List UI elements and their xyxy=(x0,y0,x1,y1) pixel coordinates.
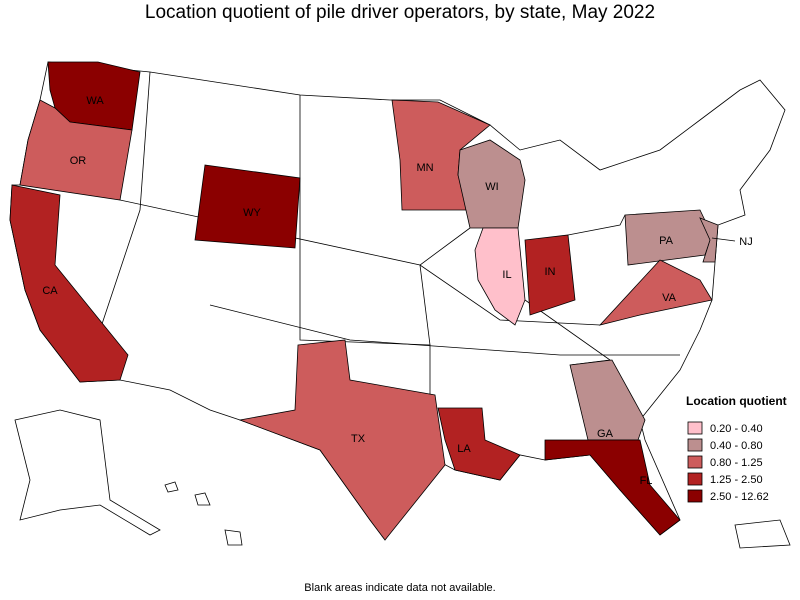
legend-label: 2.50 - 12.62 xyxy=(710,491,769,503)
legend-label: 1.25 - 2.50 xyxy=(710,474,763,486)
legend-swatch xyxy=(687,472,703,486)
colored-states xyxy=(9,61,719,541)
state-label: WY xyxy=(243,207,261,219)
legend-title: Location quotient xyxy=(686,394,787,408)
legend-label: 0.80 - 1.25 xyxy=(710,457,763,469)
state-label: FL xyxy=(640,475,653,487)
legend-swatch xyxy=(687,489,703,503)
state-shape xyxy=(19,99,133,201)
state-label: WI xyxy=(485,181,498,193)
state-shape xyxy=(457,139,526,229)
legend-label: 0.20 - 0.40 xyxy=(710,423,763,435)
state-label: LA xyxy=(457,443,471,455)
legend: Location quotient 0.20 - 0.40 0.40 - 0.80… xyxy=(686,394,787,503)
state-label: IL xyxy=(502,269,511,281)
label-leader xyxy=(711,237,736,242)
state-label: PA xyxy=(659,235,674,247)
state-label: VA xyxy=(662,292,677,304)
state-label: GA xyxy=(597,428,614,440)
state-shape xyxy=(598,259,713,326)
state-shape xyxy=(9,184,129,383)
state-label: OR xyxy=(70,155,87,167)
legend-swatch xyxy=(687,421,703,435)
state-label: CA xyxy=(42,285,58,297)
state-label: NJ xyxy=(739,236,752,248)
footnote: Blank areas indicate data not available. xyxy=(304,582,495,594)
state-shape xyxy=(569,359,646,441)
state-label: WA xyxy=(86,95,104,107)
state-label: IN xyxy=(545,266,556,278)
state-shape xyxy=(238,339,446,541)
state-label: TX xyxy=(351,433,366,445)
state-shape xyxy=(699,217,719,263)
legend-swatch xyxy=(687,455,703,469)
state-shape xyxy=(524,234,576,316)
legend-swatch xyxy=(687,438,703,452)
state-label: MN xyxy=(416,162,433,174)
state-labels: WA OR CA WY MN WI IL IN PA NJ VA TX LA G… xyxy=(42,95,752,487)
map-title: Location quotient of pile driver operato… xyxy=(145,2,655,23)
state-shape xyxy=(544,439,681,536)
state-shape xyxy=(474,227,526,326)
legend-label: 0.40 - 0.80 xyxy=(710,440,763,452)
state-shape xyxy=(194,164,301,249)
state-shape xyxy=(437,407,521,481)
